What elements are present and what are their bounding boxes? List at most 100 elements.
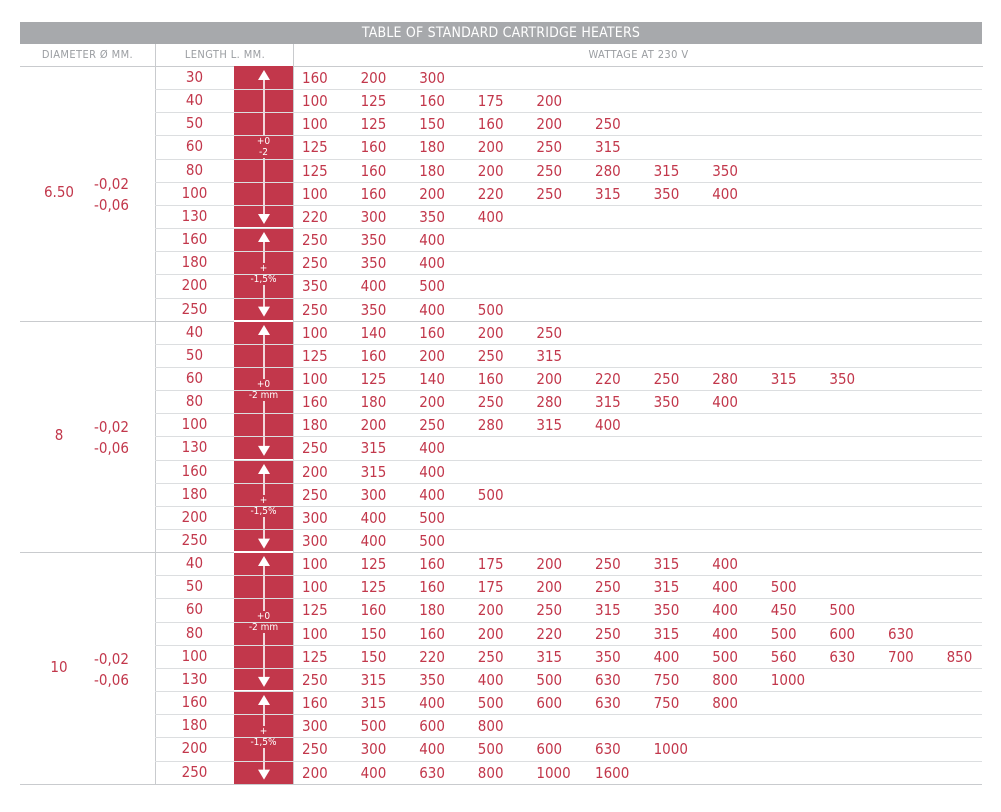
length-value: 200 [181, 507, 208, 526]
wattage-cell: 315 [595, 393, 621, 412]
wattage-cell: 140 [419, 369, 445, 388]
tolerance-label-line: + [259, 263, 268, 275]
wattage-cell: 500 [360, 717, 387, 736]
table-title: TABLE OF STANDARD CARTRIDGE HEATERS [20, 22, 982, 44]
cartridge-heater-table: TABLE OF STANDARD CARTRIDGE HEATERS DIAM… [20, 22, 983, 788]
wattage-cell: 350 [653, 601, 680, 620]
length-value: 40 [185, 554, 204, 573]
length-value: 40 [185, 91, 204, 110]
wattage-cell: 200 [302, 763, 328, 782]
wattage-cell: 350 [360, 231, 387, 250]
wattage-cell: 1000 [653, 740, 688, 759]
row-divider [155, 343, 982, 345]
wattage-cell: 600 [536, 740, 563, 759]
row-divider [155, 737, 982, 739]
wattage-cell: 800 [477, 763, 504, 782]
wattage-cell: 250 [477, 647, 504, 666]
wattage-cell: 200 [360, 416, 387, 435]
row-divider [155, 390, 982, 392]
wattage-cell: 450 [770, 601, 797, 620]
wattage-cell: 160 [477, 369, 504, 388]
wattage-cell: 315 [653, 624, 680, 643]
wattage-cell: 350 [595, 647, 621, 666]
wattage-cell: 350 [653, 184, 680, 203]
wattage-cell: 400 [712, 184, 738, 203]
wattage-cell: 400 [360, 763, 387, 782]
wattage-cell: 630 [595, 694, 621, 713]
row-divider [155, 158, 982, 160]
wattage-cell: 350 [302, 277, 328, 296]
wattage-cell: 125 [360, 92, 387, 111]
wattage-cell: 250 [302, 485, 328, 504]
row-divider [155, 621, 982, 623]
wattage-cell: 200 [477, 138, 504, 157]
diameter-value: 8 [54, 426, 64, 445]
wattage-cell: 300 [360, 740, 387, 759]
wattage-cell: 220 [419, 647, 445, 666]
row-divider [155, 135, 982, 137]
wattage-cell: 140 [360, 323, 387, 342]
wattage-cell: 630 [888, 624, 914, 643]
wattage-cell: 175 [477, 555, 504, 574]
wattage-cell: 315 [360, 439, 387, 458]
wattage-cell: 175 [477, 92, 504, 111]
row-divider [155, 89, 982, 91]
wattage-cell: 750 [653, 694, 680, 713]
row-divider [155, 459, 982, 461]
wattage-cell: 315 [595, 601, 621, 620]
length-value: 80 [185, 623, 204, 642]
wattage-cell: 400 [419, 300, 445, 319]
length-value: 50 [185, 345, 204, 364]
group-block [20, 321, 982, 554]
wattage-cell: 250 [302, 670, 328, 689]
wattage-cell: 200 [477, 161, 504, 180]
wattage-cell: 400 [712, 578, 738, 597]
wattage-cell: 1600 [595, 763, 630, 782]
length-value: 130 [181, 206, 208, 225]
wattage-cell: 125 [360, 369, 387, 388]
row-divider [155, 204, 982, 206]
wattage-cell: 160 [419, 323, 445, 342]
wattage-cell: 125 [360, 555, 387, 574]
wattage-cell: 160 [419, 92, 445, 111]
wattage-cell: 125 [302, 647, 328, 666]
wattage-cell: 400 [419, 694, 445, 713]
row-divider [155, 760, 982, 762]
row-divider [155, 644, 982, 646]
row-divider [155, 297, 982, 299]
wattage-cell: 180 [419, 161, 445, 180]
wattage-cell: 250 [653, 369, 680, 388]
length-value: 100 [181, 415, 208, 434]
wattage-cell: 800 [477, 717, 504, 736]
wattage-cell: 160 [302, 69, 328, 87]
tolerance-upper: -0,02 [94, 175, 129, 194]
wattage-cell: 200 [360, 69, 387, 87]
wattage-cell: 200 [302, 462, 328, 481]
wattage-cell: 250 [536, 323, 563, 342]
wattage-cell: 125 [302, 138, 328, 157]
wattage-cell: 250 [536, 184, 563, 203]
wattage-cell: 400 [360, 532, 387, 550]
wattage-cell: 160 [419, 624, 445, 643]
wattage-cell: 250 [536, 601, 563, 620]
wattage-cell: 160 [360, 601, 387, 620]
row-divider [155, 112, 982, 114]
wattage-cell: 200 [477, 323, 504, 342]
wattage-cell: 160 [419, 555, 445, 574]
wattage-cell: 280 [595, 161, 621, 180]
wattage-cell: 350 [653, 393, 680, 412]
row-divider [155, 598, 982, 600]
wattage-cell: 250 [302, 740, 328, 759]
wattage-cell: 400 [712, 393, 738, 412]
wattage-cell: 350 [419, 670, 445, 689]
wattage-cell: 160 [302, 694, 328, 713]
wattage-cell: 350 [419, 207, 445, 226]
tolerance-label-line: +0 [256, 610, 271, 622]
row-divider [155, 575, 982, 577]
wattage-cell: 315 [360, 694, 387, 713]
wattage-cell: 100 [302, 115, 328, 134]
wattage-cell: 220 [536, 624, 563, 643]
wattage-cell: 160 [477, 115, 504, 134]
group-block [20, 66, 982, 322]
wattage-cell: 280 [536, 393, 563, 412]
